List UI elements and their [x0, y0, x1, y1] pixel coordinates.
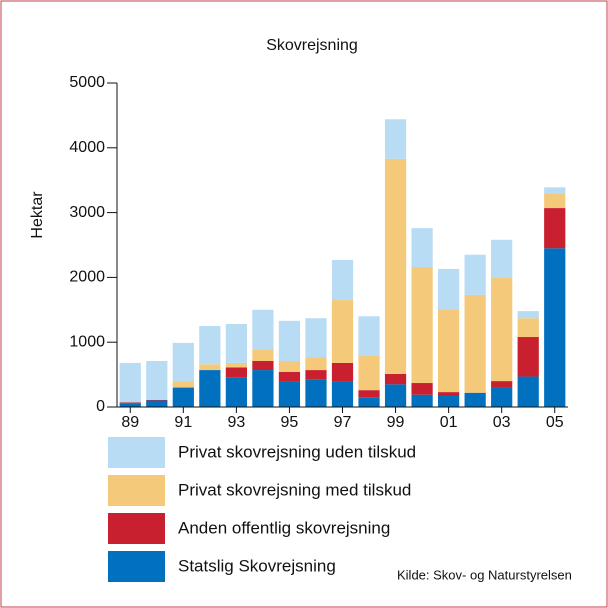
- bar-segment: [384, 119, 407, 159]
- x-tick-label: 91: [174, 414, 192, 431]
- y-tick-label: 4000: [69, 139, 105, 156]
- bar-segment: [331, 259, 354, 301]
- bar-segment: [199, 326, 221, 365]
- bar-segment: [438, 395, 460, 407]
- bar-segment: [411, 394, 433, 407]
- bar-segment: [491, 387, 513, 407]
- bar-segment: [146, 400, 168, 407]
- bar-segment: [491, 278, 513, 382]
- y-tick-label: 0: [96, 398, 105, 415]
- bar-segment: [411, 228, 433, 268]
- bar-segment: [146, 360, 168, 400]
- bar-segment: [199, 364, 221, 371]
- bar-segment: [305, 357, 327, 371]
- bar-segment: [384, 373, 407, 385]
- bar-segment: [225, 324, 247, 363]
- y-tick-label: 5000: [69, 74, 105, 91]
- chart-title: Skovrejsning: [266, 37, 358, 54]
- bar-segment: [278, 360, 301, 373]
- bar-segment: [225, 362, 247, 368]
- x-tick-label: 97: [334, 414, 352, 431]
- legend-swatch: [108, 551, 165, 582]
- y-tick-label: 1000: [69, 333, 105, 350]
- bar-segment: [544, 187, 566, 194]
- bar-segment: [278, 372, 301, 382]
- bar-segment: [517, 311, 539, 319]
- bar-segment: [544, 248, 566, 407]
- source: Kilde: Skov- og Naturstyrelsen: [397, 567, 572, 582]
- x-tick-label: 93: [227, 414, 245, 431]
- bar-segment: [146, 399, 168, 401]
- x-tick-label: 89: [121, 414, 139, 431]
- bar-segment: [305, 318, 327, 358]
- bar-segment: [358, 316, 380, 356]
- bar-segment: [119, 402, 141, 404]
- bar-segment: [517, 318, 539, 338]
- bar-segment: [384, 384, 407, 407]
- bar-segment: [252, 349, 274, 361]
- bar-segment: [225, 367, 247, 378]
- bar-segment: [172, 381, 194, 388]
- bar-segment: [544, 193, 566, 209]
- bar-segment: [199, 370, 221, 407]
- bar-segment: [411, 383, 433, 395]
- bar-segment: [252, 360, 274, 371]
- bar-segment: [438, 392, 460, 396]
- bar-segment: [252, 370, 274, 407]
- legend-label: Statslig Skovrejsning: [178, 556, 336, 575]
- bar-segment: [411, 267, 433, 384]
- bar-segment: [464, 392, 486, 407]
- x-tick-label: 01: [440, 414, 458, 431]
- y-tick-label: 2000: [69, 269, 105, 286]
- bar-segment: [358, 355, 380, 391]
- bar-segment: [331, 381, 354, 407]
- bar-segment: [278, 320, 301, 361]
- bar-segment: [491, 239, 513, 279]
- bar-segment: [544, 208, 566, 249]
- x-tick-label: 03: [493, 414, 511, 431]
- bar-segment: [119, 403, 141, 407]
- legend-label: Anden offentlig skovrejsning: [178, 518, 390, 537]
- bar-segment: [491, 381, 513, 388]
- bar-segment: [331, 300, 354, 363]
- bar-segment: [225, 377, 247, 407]
- x-tick-label: 05: [546, 414, 564, 431]
- bar-segment: [119, 362, 141, 403]
- legend-swatch: [108, 513, 165, 544]
- bar-segment: [517, 337, 539, 377]
- bar-segment: [305, 370, 327, 380]
- legend-label: Privat skovrejsning med tilskud: [178, 480, 411, 499]
- legend-swatch: [108, 437, 165, 468]
- bar-segment: [517, 376, 539, 407]
- legend-swatch: [108, 475, 165, 506]
- y-axis-label: Hektar: [29, 191, 46, 239]
- bar-segment: [331, 362, 354, 382]
- bar-segment: [172, 387, 194, 407]
- bar-segment: [384, 158, 407, 374]
- bar-segment: [438, 268, 460, 310]
- bar-segment: [172, 342, 194, 382]
- bar-segment: [358, 397, 380, 407]
- bar-segment: [358, 390, 380, 398]
- bar-segment: [464, 254, 486, 295]
- legend-label: Privat skovrejsning uden tilskud: [178, 442, 416, 461]
- bar-segment: [305, 379, 327, 407]
- bar-segment: [464, 294, 486, 393]
- bar-segment: [252, 309, 274, 350]
- y-tick-label: 3000: [69, 204, 105, 221]
- x-tick-label: 95: [281, 414, 299, 431]
- bar-segment: [278, 381, 301, 407]
- x-tick-label: 99: [387, 414, 405, 431]
- bar-segment: [438, 309, 460, 393]
